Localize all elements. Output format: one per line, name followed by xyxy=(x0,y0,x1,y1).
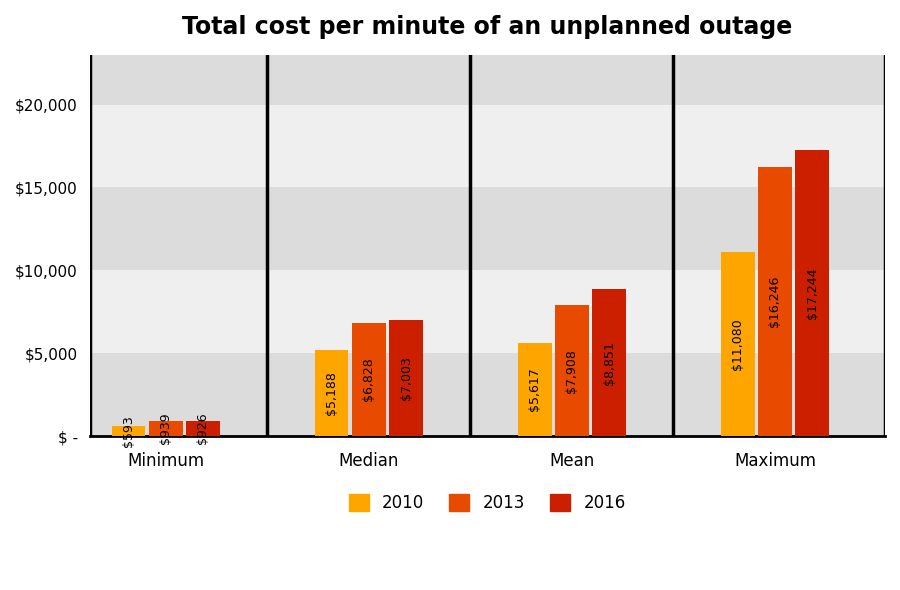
Bar xyxy=(352,323,386,436)
Bar xyxy=(518,343,552,436)
Text: $16,246: $16,246 xyxy=(769,276,781,327)
Bar xyxy=(758,167,792,436)
Text: $7,908: $7,908 xyxy=(565,349,579,392)
Text: $5,188: $5,188 xyxy=(325,371,338,415)
Bar xyxy=(148,421,183,436)
Bar xyxy=(389,320,423,436)
Text: $5,617: $5,617 xyxy=(528,368,541,411)
Text: $926: $926 xyxy=(196,412,210,444)
Bar xyxy=(555,305,589,436)
Text: $7,003: $7,003 xyxy=(400,356,412,400)
Legend: 2010, 2013, 2016: 2010, 2013, 2016 xyxy=(349,494,626,512)
Bar xyxy=(721,253,755,436)
Bar xyxy=(186,421,220,436)
Text: $593: $593 xyxy=(122,415,135,447)
Bar xyxy=(90,55,885,104)
Bar xyxy=(90,353,885,436)
Bar xyxy=(90,104,885,188)
Text: $8,851: $8,851 xyxy=(603,341,616,385)
Text: $939: $939 xyxy=(159,412,172,444)
Bar xyxy=(112,427,146,436)
Title: Total cost per minute of an unplanned outage: Total cost per minute of an unplanned ou… xyxy=(182,15,792,39)
Text: $17,244: $17,244 xyxy=(806,267,819,319)
Bar xyxy=(90,270,885,353)
Bar xyxy=(315,350,348,436)
Text: $6,828: $6,828 xyxy=(363,358,375,401)
Bar xyxy=(796,150,829,436)
Bar xyxy=(90,188,885,270)
Text: $11,080: $11,080 xyxy=(732,319,744,370)
Bar xyxy=(592,290,626,436)
